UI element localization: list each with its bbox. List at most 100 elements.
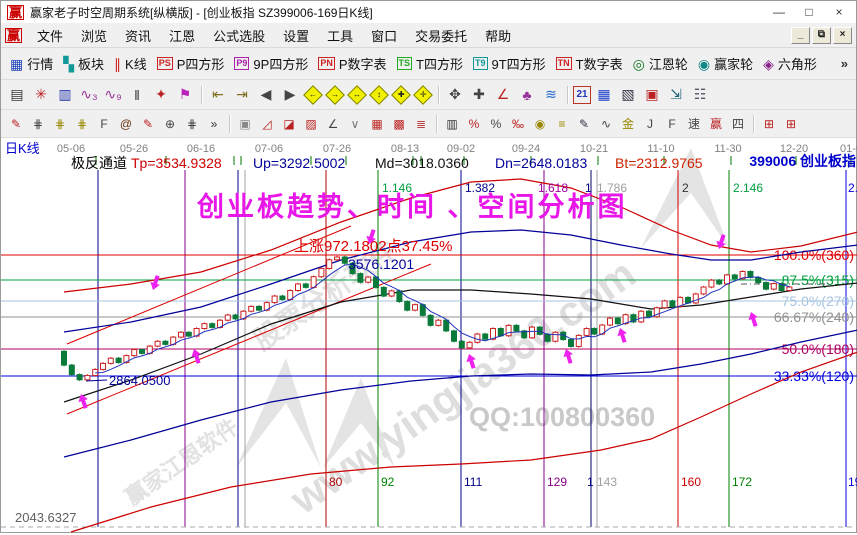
prev-bar-button[interactable]: ◀	[260, 86, 272, 102]
memo-button[interactable]: ▧	[621, 86, 635, 102]
fib-level-label: 100.0%(360)	[774, 247, 854, 263]
menu-item-公式选股[interactable]: 公式选股	[213, 28, 266, 44]
maximize-button[interactable]: □	[805, 5, 813, 19]
candle-body	[388, 290, 395, 297]
pen-bar-tool[interactable]: ✎	[578, 116, 590, 131]
kline-button[interactable]: ∥ K线	[109, 52, 152, 75]
t-number-table-button[interactable]: TN T数字表	[551, 52, 628, 75]
fence2-tool[interactable]: ⋕	[186, 116, 198, 131]
red-pattern-tool[interactable]: ✦	[155, 86, 167, 102]
gold-fence-tool[interactable]: ⋕	[54, 116, 66, 131]
spiral-tool[interactable]: @	[119, 116, 133, 131]
gold-circle-tool[interactable]: ◉	[534, 116, 546, 131]
four-angle-tool[interactable]: 四	[731, 117, 744, 131]
gold-angle-tool[interactable]: 金	[621, 117, 634, 131]
sectors-button[interactable]: ▚ 板块	[58, 52, 109, 75]
swing-low-arrow	[617, 328, 627, 343]
menu-item-工具[interactable]: 工具	[327, 28, 354, 44]
speed-angle-tool[interactable]: 速	[687, 117, 700, 131]
boxed-fan-tool[interactable]: ◪	[283, 116, 295, 131]
kline-style-tool[interactable]: ▤	[10, 86, 24, 102]
menu-item-浏览[interactable]: 浏览	[81, 28, 108, 44]
toolbar-overflow-chevron[interactable]: »	[840, 56, 848, 71]
child-minimize-button[interactable]: _	[791, 26, 810, 44]
hexagon-button[interactable]: ◈ 六角形	[758, 52, 822, 75]
slant-lines-tool[interactable]: ≣	[415, 116, 427, 131]
brush-tool[interactable]: ✎	[10, 116, 22, 131]
wave-tool[interactable]: ∿	[600, 116, 612, 131]
menu-item-江恩[interactable]: 江恩	[169, 28, 196, 44]
calendar-button[interactable]: 21	[573, 85, 591, 104]
notes-tool[interactable]: ▥	[58, 86, 72, 102]
p9-square-button[interactable]: P9 9P四方形	[229, 52, 313, 75]
diamond-expand-button[interactable]: ✛	[413, 84, 433, 105]
grid-a-tool[interactable]: ⊞	[763, 116, 775, 131]
angle-lines-tool[interactable]: ∠	[327, 116, 339, 131]
wave3-tool[interactable]: ∿₃	[80, 86, 98, 102]
grid-b-tool[interactable]: ⊞	[785, 116, 797, 131]
first-bar-button[interactable]: ⇤	[212, 86, 224, 102]
gann-fan-tool[interactable]: ◿	[262, 116, 272, 131]
percent-line-tool[interactable]: %	[468, 116, 480, 131]
f-angle-tool[interactable]: F	[668, 116, 676, 131]
minimize-button[interactable]: —	[773, 5, 785, 19]
diamond-horizontal-button[interactable]: ↔	[347, 84, 367, 105]
gold-fence2-tool[interactable]: ⋕	[76, 116, 88, 131]
menu-item-资讯[interactable]: 资讯	[125, 28, 152, 44]
circle-grid-tool[interactable]: ⊕	[164, 116, 176, 131]
gann-wheel-button[interactable]: ◎ 江恩轮	[628, 52, 693, 75]
percent-tool[interactable]: %	[490, 116, 502, 131]
save-button[interactable]: ▣	[645, 86, 659, 102]
gann-tree-tool[interactable]: ♣	[522, 86, 532, 103]
bars-tool[interactable]: ▥	[446, 116, 458, 131]
menu-item-文件[interactable]: 文件	[37, 28, 64, 44]
diamond-left-button[interactable]: ←	[303, 84, 323, 105]
quotes-button[interactable]: ▦ 行情	[5, 52, 58, 75]
candle-body	[583, 327, 590, 336]
child-close-button[interactable]: ×	[833, 26, 852, 44]
box-tool[interactable]: ▣	[239, 116, 251, 131]
menu-item-交易委托[interactable]: 交易委托	[415, 28, 468, 44]
calculator-button[interactable]: ▦	[597, 86, 611, 102]
price-grid-tool[interactable]: ▦	[371, 116, 383, 131]
crosshair-tool[interactable]: ✚	[473, 86, 485, 102]
p-square-button[interactable]: PS P四方形	[152, 52, 230, 75]
fib-level-label: 50.0%(180)	[782, 341, 854, 357]
diamond-right-button[interactable]: →	[325, 84, 345, 105]
candle-type-tool[interactable]: ‖	[134, 86, 140, 103]
more-draw-tools[interactable]: »	[210, 116, 218, 131]
export-button[interactable]: ⇲	[670, 86, 682, 102]
menu-item-帮助[interactable]: 帮助	[485, 28, 512, 44]
child-restore-button[interactable]: ⧉	[812, 26, 831, 44]
diamond-vertical-button[interactable]: ↕	[369, 84, 389, 105]
waves-tool[interactable]: ≋	[545, 86, 557, 102]
angle-measure-tool[interactable]: ∠	[496, 86, 510, 102]
time-grid-tool[interactable]: ▩	[393, 116, 405, 131]
gold-lines-tool[interactable]: ≡	[558, 116, 566, 131]
zigzag-tool[interactable]: ∨	[350, 116, 360, 131]
f-fence-tool[interactable]: F	[100, 116, 108, 131]
t-square-button[interactable]: TS T四方形	[392, 52, 468, 75]
diamond-all-button[interactable]: ✚	[391, 84, 411, 105]
close-button[interactable]: ×	[835, 5, 843, 19]
gann-fence-tool[interactable]: ⋕	[32, 116, 44, 131]
wave9-tool[interactable]: ∿₉	[104, 86, 122, 102]
p-number-table-button[interactable]: PN P数字表	[313, 52, 391, 75]
next-bar-button[interactable]: ▶	[284, 86, 296, 102]
print-button[interactable]: ☷	[693, 86, 707, 102]
yingjia-angle-tool[interactable]: 赢	[709, 117, 722, 131]
pen-fence-tool[interactable]: ✎	[142, 116, 154, 131]
shaded-box-tool[interactable]: ▨	[305, 116, 317, 131]
j-angle-tool[interactable]: J	[647, 116, 653, 131]
t9-square-button[interactable]: T9 9T四方形	[468, 52, 551, 75]
menu-item-设置[interactable]: 设置	[283, 28, 310, 44]
menu-item-窗口[interactable]: 窗口	[371, 28, 398, 44]
pattern-tool[interactable]: ✳	[35, 86, 47, 102]
last-bar-button[interactable]: ⇥	[236, 86, 248, 102]
hand-tool[interactable]: ✥	[449, 86, 461, 102]
winner-wheel-button[interactable]: ◉ 赢家轮	[693, 52, 758, 75]
flag-tool[interactable]: ⚑	[178, 86, 192, 102]
permille-tool[interactable]: ‰	[512, 116, 524, 131]
date-axis-label: 01-0	[840, 143, 857, 155]
